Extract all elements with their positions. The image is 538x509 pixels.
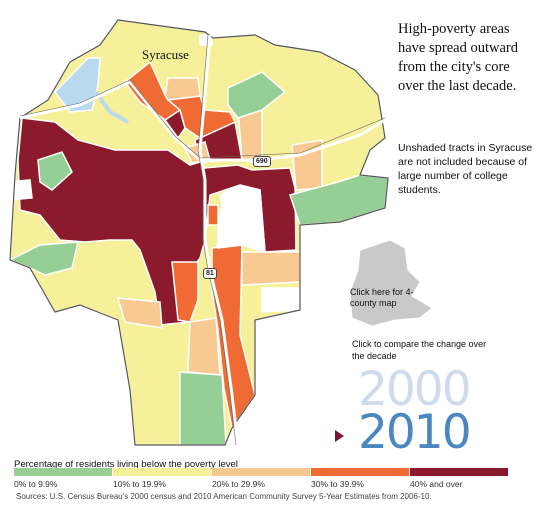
unshaded-note: Unshaded tracts in Syracuse are not incl… (398, 142, 533, 196)
highways (19, 34, 386, 446)
tract-0-e (179, 371, 227, 446)
legend-label: 20% to 29.9% (212, 479, 265, 489)
legend-swatch (113, 468, 211, 476)
highway-690 (19, 80, 386, 162)
tract-0-c (37, 151, 73, 191)
city-label: Syracuse (142, 47, 189, 62)
tract-20-c (291, 139, 323, 191)
lake (54, 57, 101, 113)
highways-outline (19, 34, 386, 446)
headline: High-poverty areas have spread outward f… (398, 21, 518, 94)
selected-arrow-icon (335, 430, 344, 442)
highway-690-shield: 690 (253, 156, 271, 167)
legend-title: Percentage of residents living below the… (14, 459, 238, 470)
county-map-shape[interactable] (349, 239, 433, 327)
tract-core-40 (17, 117, 297, 326)
tract-30-c (171, 261, 199, 323)
city-boundary (9, 19, 389, 446)
compare-prompt: Click to compare the change over the dec… (352, 339, 487, 361)
county-map-thumbnail[interactable] (349, 239, 433, 327)
legend-swatch (212, 468, 310, 476)
tract-20-a (164, 77, 201, 101)
legend-swatch (311, 468, 409, 476)
legend-swatch (14, 468, 112, 476)
highway-81 (198, 34, 240, 446)
year-2010-button[interactable]: 2010 (358, 405, 472, 460)
highway-81-shield: 81 (203, 268, 217, 279)
legend-label: 40% and over (410, 479, 463, 489)
lake-channel (94, 90, 129, 124)
legend-label: 30% to 39.9% (311, 479, 364, 489)
tract-unshaded-c (7, 179, 33, 201)
county-map-link[interactable]: Click here for 4-county map (350, 287, 414, 308)
tract-0-a (227, 71, 287, 119)
tract-30-e (207, 204, 219, 226)
tract-unshaded-a (217, 184, 266, 254)
legend-label: 0% to 9.9% (14, 479, 58, 489)
city-tracts (7, 19, 389, 446)
tract-20-e (116, 297, 163, 329)
legend-label: 10% to 19.9% (113, 479, 166, 489)
tract-20-f (187, 317, 221, 376)
tract-unshaded-b (261, 287, 301, 313)
sources: Sources: U.S. Census Bureau's 2000 censu… (16, 492, 432, 501)
tract-20-d (241, 251, 301, 286)
year-2000-button[interactable]: 2000 (358, 362, 472, 417)
legend-swatch (410, 468, 508, 476)
